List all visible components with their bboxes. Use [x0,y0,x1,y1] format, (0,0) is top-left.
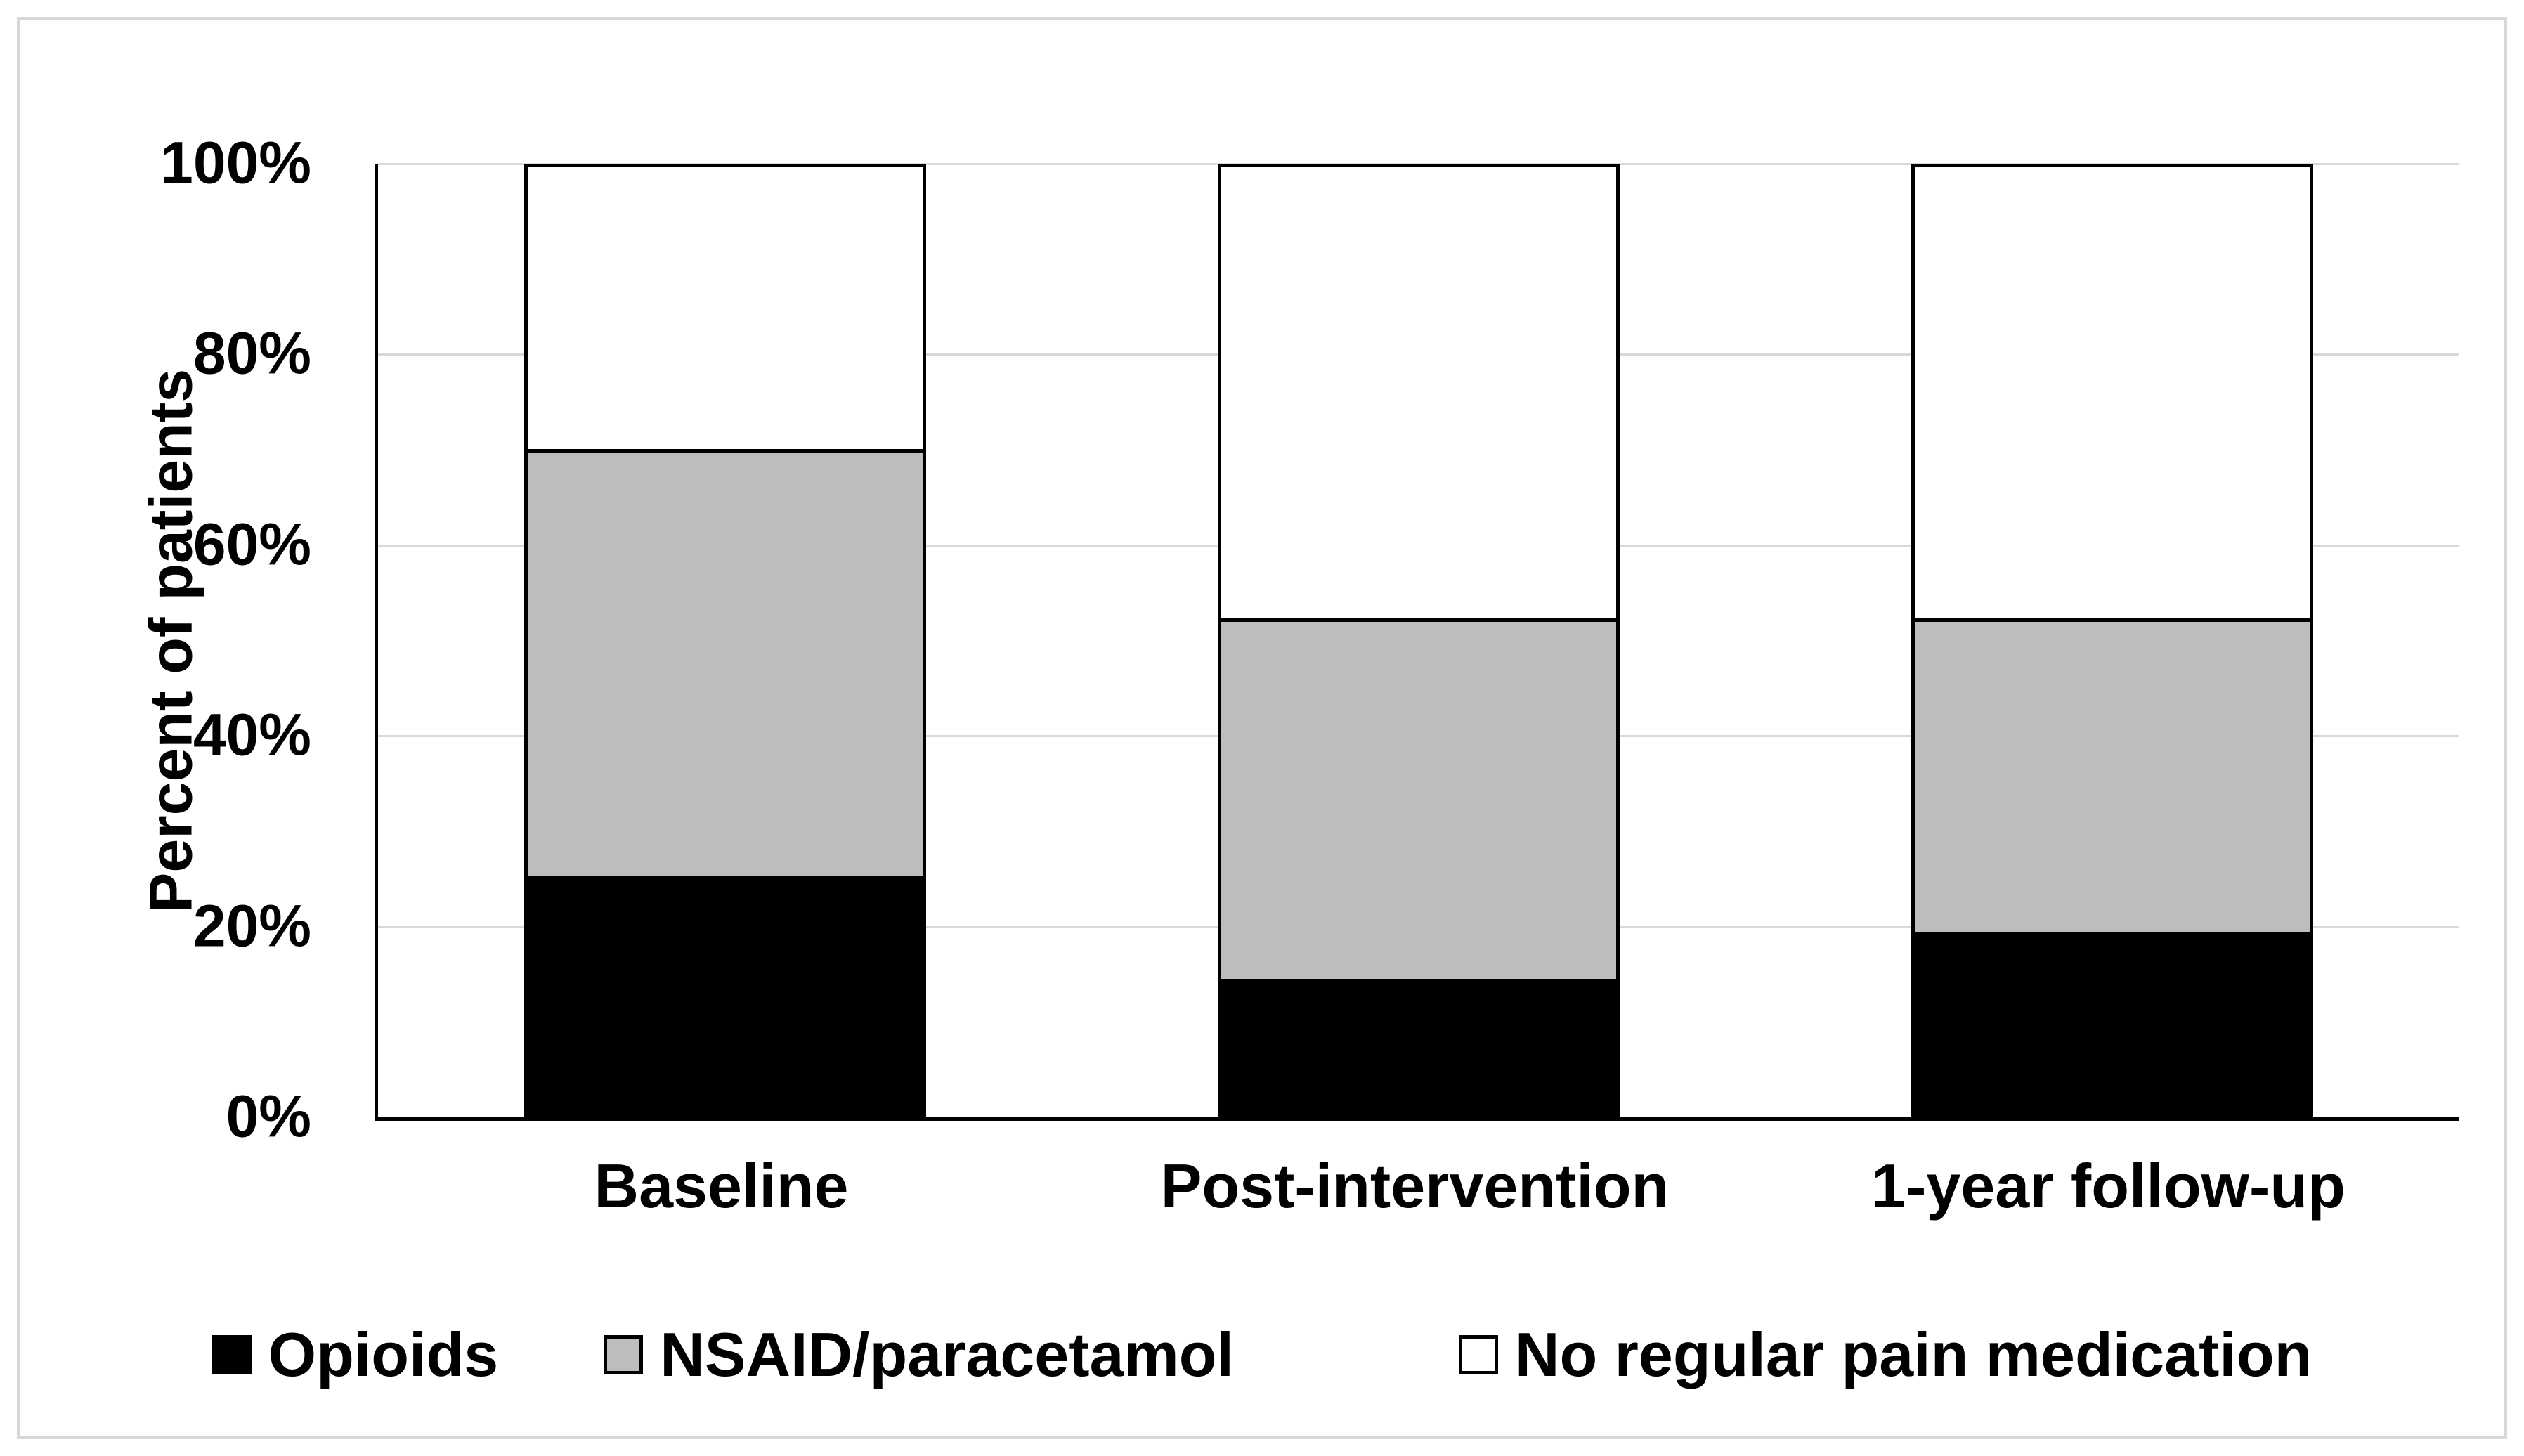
y-axis-tick-20: 20% [193,892,311,958]
legend-marker-opioids [212,1335,252,1374]
y-axis-tick-40: 40% [193,701,311,768]
bar-post-intervention [1217,164,1620,1117]
legend-label-no-regular-pain-medication: No regular pain medication [1514,1320,2312,1389]
bar-segment-nsaid-paracetamol [1914,618,2310,932]
legend: Opioids NSAID/paracetamol No regular pai… [20,1319,2504,1391]
bar-1-year-follow-up [1911,164,2313,1117]
legend-item-nsaid-paracetamol: NSAID/paracetamol [604,1319,1234,1391]
x-axis-label-1-year-follow-up: 1-year follow-up [1871,1151,2346,1221]
bar-segment-opioids [527,875,923,1114]
bar-segment-nsaid-paracetamol [1221,618,1616,979]
bar-segment-no-regular-pain-medication [1914,167,2310,618]
bar-segment-opioids [1221,978,1616,1114]
legend-item-opioids: Opioids [212,1319,499,1391]
legend-label-opioids: Opioids [268,1320,499,1389]
y-axis-tick-80: 80% [193,320,311,386]
bar-segment-nsaid-paracetamol [527,449,923,876]
y-axis-tick-100: 100% [160,129,311,196]
y-axis-tick-0: 0% [226,1083,311,1150]
x-axis-label-baseline: Baseline [594,1151,849,1221]
bar-segment-no-regular-pain-medication [1221,167,1616,618]
legend-marker-no-regular-pain-medication [1458,1335,1498,1374]
bar-baseline [523,164,926,1117]
bar-segment-opioids [1914,931,2310,1114]
legend-marker-nsaid-paracetamol [604,1335,644,1374]
x-axis-labels: Baseline Post-intervention 1-year follow… [375,1150,2455,1221]
y-axis-ticks: 0% 20% 40% 60% 80% 100% [20,133,311,1145]
legend-label-nsaid-paracetamol: NSAID/paracetamol [660,1320,1234,1389]
y-axis-tick-60: 60% [193,511,311,578]
bar-segment-no-regular-pain-medication [527,167,923,450]
x-axis-label-post-intervention: Post-intervention [1160,1151,1670,1221]
figure-frame: Percent of patients 0% 20% 40% 60% 80% 100% B… [17,17,2507,1439]
plot-area [375,163,2459,1121]
legend-item-no-regular-pain-medication: No regular pain medication [1458,1319,2312,1391]
